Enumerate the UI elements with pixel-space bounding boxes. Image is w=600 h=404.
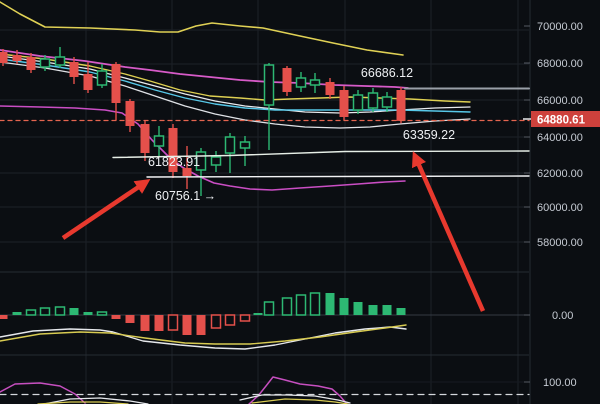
candle-body-up — [96, 70, 108, 86]
price-tick-label: 70000.00 — [537, 21, 583, 33]
candle-body-up — [195, 151, 207, 171]
bb-lower-magenta-line — [0, 105, 406, 191]
histogram-bar-up — [309, 292, 321, 316]
ma-yellow-line — [0, 53, 471, 103]
current-price-label: 64880.61 — [537, 115, 586, 127]
low-price-label: 60756.1 → — [155, 189, 216, 203]
candle-body-down — [69, 61, 79, 77]
candle-body-down — [111, 64, 121, 104]
candle-body-down — [83, 74, 93, 91]
histogram-bar-up — [25, 309, 37, 316]
histogram-bar-up — [368, 305, 378, 315]
support-price-label: 61823.91 — [148, 155, 200, 169]
histogram-bar-down — [111, 315, 121, 319]
oscillator-yellow-mid-line — [251, 398, 349, 404]
price-tick-label: 66000.00 — [537, 95, 583, 107]
breakdown-price-label: 63359.22 — [403, 128, 455, 142]
ma-pink-line — [0, 49, 409, 89]
histogram-bar-down — [140, 315, 150, 331]
histogram-bar-up — [96, 311, 108, 316]
indicator-white-line — [0, 326, 407, 350]
candle-body-up — [352, 94, 364, 111]
candle-body-down — [140, 124, 150, 154]
level-line-61823 — [146, 175, 530, 178]
histogram-bar-up — [339, 298, 349, 315]
histogram-bar-down — [182, 315, 192, 335]
histogram-bar-up — [39, 307, 51, 316]
current-price-tag — [531, 111, 600, 127]
candle-body-up — [210, 156, 222, 166]
candle-body-down — [0, 51, 8, 63]
candle-body-up — [39, 58, 51, 68]
candle-body-down — [125, 100, 135, 126]
indicator-tick-label: 0.00 — [552, 310, 573, 322]
bb-upper-yellow-line — [0, 1, 404, 56]
indicator-yellow-line — [0, 324, 407, 345]
candle-body-up — [224, 136, 236, 154]
histogram-bar-up — [396, 308, 406, 315]
candle-layer — [0, 46, 406, 197]
price-axis[interactable]: 70000.00 68000.00 66000.00 64000.00 62000.00… — [523, 21, 600, 389]
price-tick-label: 60000.00 — [537, 202, 583, 214]
candle-body-up — [309, 79, 321, 86]
histogram-bar-up — [69, 308, 79, 315]
histogram-bar-down — [196, 315, 206, 335]
histogram-bar-up — [83, 312, 93, 315]
high-price-label: 66686.12 — [361, 66, 413, 80]
candle-body-up — [295, 77, 307, 88]
red-up-arrow — [61, 179, 151, 240]
histogram-bar-up — [325, 293, 335, 315]
price-tick-label: 68000.00 — [537, 58, 583, 70]
histogram-bar-up — [263, 301, 275, 316]
oscillator-white-left-line — [43, 397, 149, 404]
histogram-bar-up — [12, 312, 22, 315]
histogram-bar-up — [382, 305, 392, 315]
histogram-bar-down — [239, 314, 251, 322]
histogram-bar-down — [154, 315, 164, 331]
histogram-bar-up — [54, 306, 66, 316]
candle-body-down — [282, 67, 292, 92]
candle-body-up — [153, 135, 165, 147]
histogram-bar-up — [353, 302, 363, 315]
histogram-layer — [0, 292, 406, 335]
oscillator-magenta-left-line — [0, 382, 86, 404]
indicator-tick-label: 100.00 — [543, 377, 577, 389]
price-tick-label: 64000.00 — [537, 132, 583, 144]
candle-body-down — [325, 81, 335, 96]
candle-body-down — [12, 54, 22, 61]
histogram-bar-down — [0, 315, 8, 319]
grid-layer — [0, 0, 531, 404]
candle-body-down — [26, 56, 36, 70]
histogram-bar-down — [167, 314, 179, 331]
candle-body-up — [263, 64, 275, 106]
annotation-layer: 66686.12 63359.22 61823.91 60756.1 → — [61, 66, 486, 312]
candle-body-up — [239, 141, 251, 149]
candle-body-down — [168, 128, 178, 173]
oscillator-yellow-left-line — [37, 401, 129, 404]
histogram-bar-up — [253, 313, 263, 315]
candle-body-down — [182, 168, 192, 177]
candle-body-down — [396, 90, 406, 121]
histogram-bar-down — [210, 314, 222, 329]
candle-body-up — [54, 56, 66, 66]
price-tick-label: 58000.00 — [537, 237, 583, 249]
histogram-bar-up — [295, 294, 307, 316]
level-line-63359 — [112, 150, 530, 159]
histogram-bar-up — [281, 297, 293, 316]
histogram-bar-down — [125, 315, 135, 323]
price-tick-label: 62000.00 — [537, 168, 583, 180]
histogram-bar-down — [224, 314, 236, 326]
oscillator-magenta-mid-line — [248, 376, 347, 404]
oscillator-white-mid-line — [239, 394, 351, 404]
candle-body-down — [339, 90, 349, 117]
candle-body-up — [367, 92, 379, 109]
overlay-over-layer — [0, 87, 530, 404]
red-up-arrow — [411, 151, 486, 312]
candle-body-up — [381, 96, 393, 108]
